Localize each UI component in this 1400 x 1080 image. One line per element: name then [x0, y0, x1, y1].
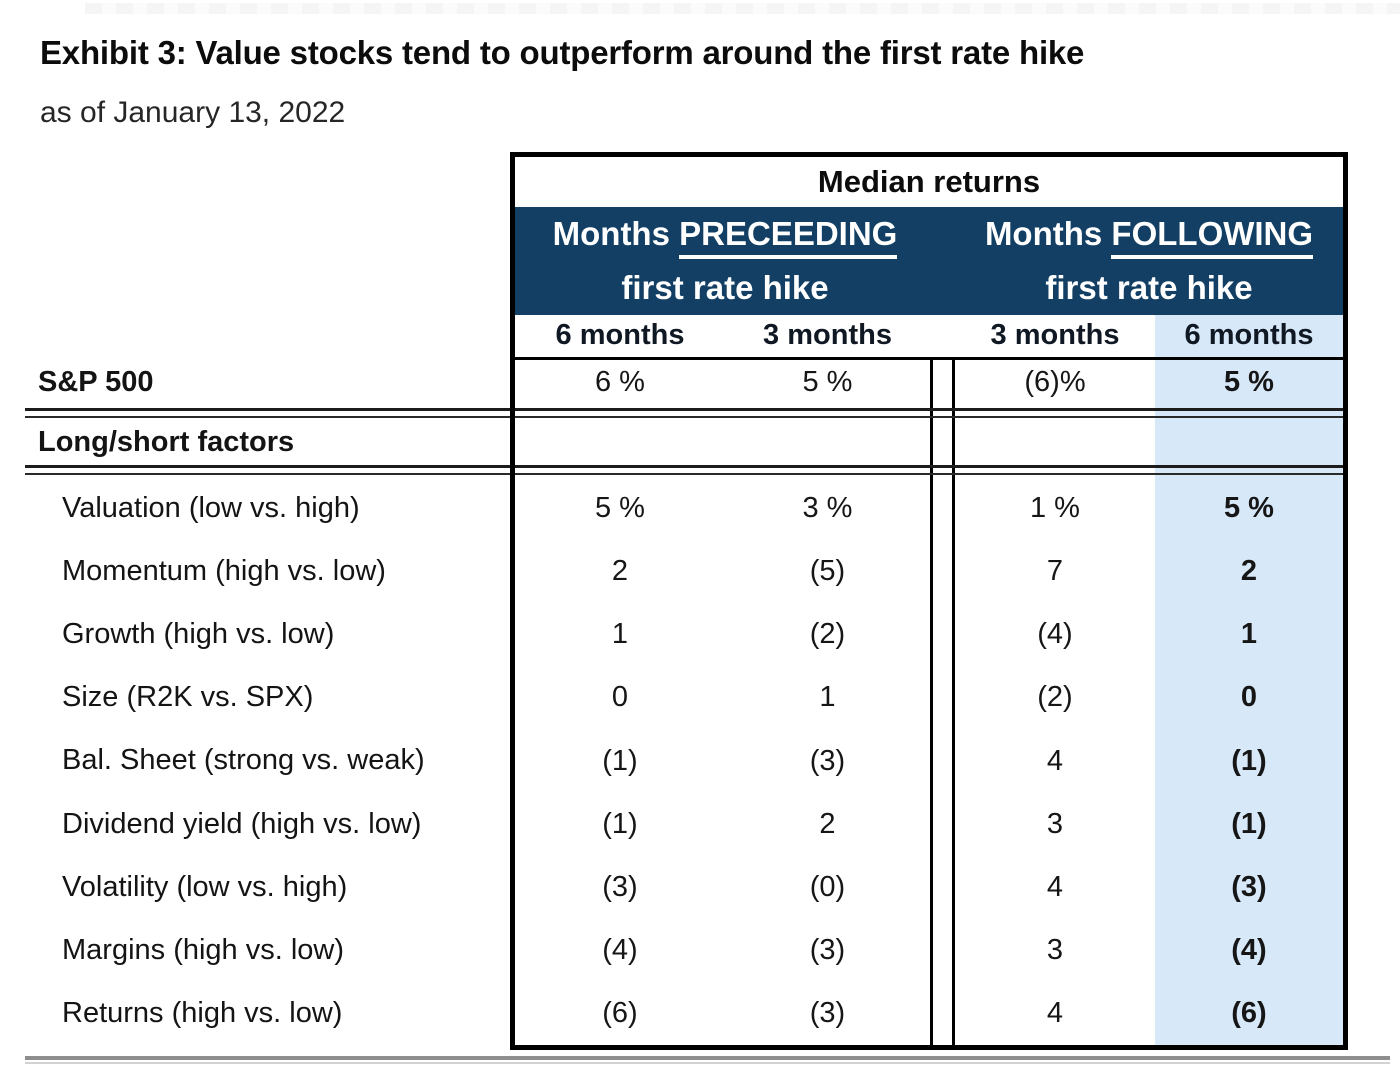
row-label: Size (R2K vs. SPX) [62, 681, 314, 713]
cell: 0 [1240, 681, 1258, 713]
cell: 5 % [802, 366, 853, 398]
highlight-column-6m-following [1155, 315, 1343, 1045]
section-label-long-short-factors: Long/short factors [38, 426, 295, 458]
cell: (1) [602, 744, 638, 777]
cell: 2 [611, 555, 629, 587]
cell: (0) [809, 871, 846, 903]
group-divider-line-right [952, 357, 955, 1045]
separator-under-section [25, 465, 510, 475]
cell: (6)% [1024, 366, 1086, 398]
group-following-prefix: Months [984, 215, 1103, 252]
cell: (5) [809, 555, 846, 587]
bottom-rule-shadow [25, 1062, 1390, 1064]
cell: 5 % [1224, 366, 1274, 398]
separator-under-sp500 [25, 408, 510, 418]
group-divider-line-left [930, 357, 933, 1045]
row-label: Growth (high vs. low) [62, 618, 335, 650]
cell: 1 [1240, 618, 1258, 650]
cell: (4) [602, 934, 638, 966]
cell: (3) [809, 997, 846, 1029]
separator-under-sp500-inner [515, 408, 1343, 418]
cell: (3) [809, 744, 846, 777]
group-preceding-line2: first rate hike [621, 269, 829, 306]
row-label: Dividend yield (high vs. low) [62, 808, 422, 840]
cell: (1) [1231, 808, 1267, 840]
group-following-keyword: FOLLOWING [1111, 215, 1314, 259]
bottom-rule [25, 1056, 1390, 1060]
cell: 6 % [595, 366, 645, 398]
column-headers: 6 months 3 months 3 months 6 months [515, 315, 1343, 360]
cell: 2 [819, 808, 836, 840]
group-following: Months FOLLOWING first rate hike [955, 207, 1343, 315]
cell: 3 [1046, 808, 1064, 840]
cell: 7 [1046, 555, 1064, 587]
col-header-6m-following: 6 months [1184, 319, 1314, 351]
exhibit-title: Exhibit 3: Value stocks tend to outperfo… [40, 34, 1085, 71]
table-row: (6) (3) 4 (6) [515, 982, 1343, 1045]
row-label-sp500: S&P 500 [38, 366, 154, 398]
cell: 2 [1240, 555, 1258, 587]
cell: 0 [611, 681, 629, 713]
cell: (3) [1231, 871, 1267, 903]
group-preceding-keyword: PRECEEDING [679, 215, 898, 259]
col-header-3m-preceding: 3 months [763, 319, 892, 351]
column-group-band: Months PRECEEDING first rate hike Months… [515, 207, 1343, 315]
top-artifact-strip [85, 3, 1400, 14]
cell: 3 [1046, 934, 1064, 966]
cell: 4 [1046, 871, 1064, 903]
cell: 1 % [1030, 492, 1080, 524]
table-row: (1) (3) 4 (1) [515, 729, 1343, 793]
cell: 1 [611, 618, 629, 650]
cell: 4 [1046, 744, 1064, 777]
cell: 3 % [802, 492, 853, 524]
table-row: (3) (0) 4 (3) [515, 856, 1343, 919]
col-header-3m-following: 3 months [990, 319, 1120, 351]
cell: 5 % [595, 492, 645, 524]
cell: (6) [602, 997, 638, 1029]
group-following-line2: first rate hike [1045, 269, 1253, 306]
cell: 5 % [1224, 492, 1274, 524]
cell: (2) [1037, 681, 1073, 713]
table-row: 1 (2) (4) 1 [515, 603, 1343, 666]
cell: (6) [1231, 997, 1267, 1029]
table-row: (4) (3) 3 (4) [515, 919, 1343, 982]
cell: (3) [809, 934, 846, 966]
cell: (2) [809, 618, 846, 650]
group-preceding-prefix: Months [552, 215, 670, 252]
row-label: Margins (high vs. low) [62, 934, 345, 966]
median-returns-header: Median returns [817, 164, 1041, 199]
table-row: (1) 2 3 (1) [515, 793, 1343, 856]
cell: (4) [1231, 934, 1267, 966]
group-preceding: Months PRECEEDING first rate hike [515, 207, 935, 315]
cell: (1) [1231, 744, 1267, 777]
table-row: 0 1 (2) 0 [515, 666, 1343, 729]
cell: (4) [1037, 618, 1073, 650]
table-row: 2 (5) 7 2 [515, 540, 1343, 603]
cell: 4 [1046, 997, 1064, 1029]
row-label: Momentum (high vs. low) [62, 555, 386, 587]
table-row-sp500: 6 % 5 % (6)% 5 % [515, 357, 1343, 408]
row-label: Valuation (low vs. high) [62, 492, 360, 524]
separator-under-section-inner [515, 465, 1343, 475]
exhibit-date: as of January 13, 2022 [40, 96, 346, 129]
returns-table: Median returns Months PRECEEDING first r… [510, 152, 1348, 1050]
cell: (3) [602, 871, 638, 903]
col-header-6m-preceding: 6 months [555, 319, 685, 351]
table-row: 5 % 3 % 1 % 5 % [515, 477, 1343, 540]
row-label: Volatility (low vs. high) [62, 871, 348, 903]
row-label: Bal. Sheet (strong vs. weak) [62, 744, 425, 776]
cell: (1) [602, 808, 638, 840]
cell: 1 [819, 681, 836, 713]
row-label: Returns (high vs. low) [62, 997, 343, 1029]
